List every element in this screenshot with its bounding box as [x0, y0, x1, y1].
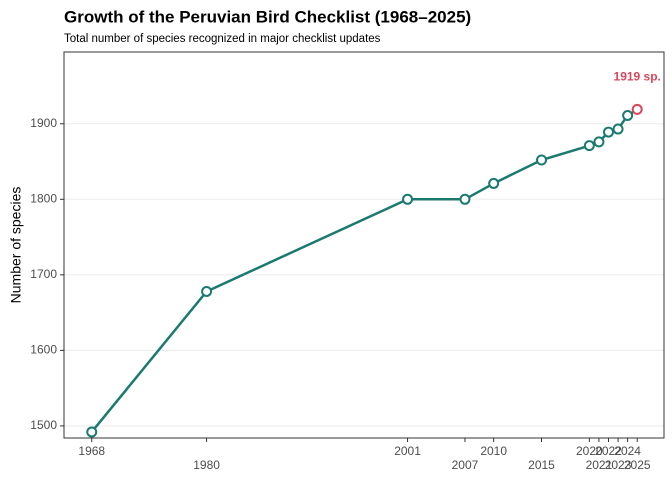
x-tick-label: 2022: [595, 444, 622, 458]
point: [593, 136, 605, 148]
y-tick-label: 1500: [30, 418, 57, 432]
x-tick-label: 2015: [528, 458, 555, 472]
point: [602, 126, 614, 138]
x-tick-label: 2025: [624, 458, 651, 472]
x-tick-label: 2024: [614, 444, 641, 458]
y-axis-title: Number of species: [8, 187, 24, 304]
y-tick-label: 1700: [30, 267, 57, 281]
point: [86, 426, 98, 438]
x-tick-label: 2007: [452, 458, 479, 472]
value-label: 1919 sp.: [614, 70, 661, 84]
x-tick-label: 2020: [576, 444, 603, 458]
point: [402, 193, 414, 205]
x-tick-label: 1968: [78, 444, 105, 458]
x-tick-label: 2021: [586, 458, 613, 472]
y-tick-label: 1900: [30, 116, 57, 130]
plot-frame: [63, 51, 665, 439]
x-tick-label: 2023: [605, 458, 632, 472]
x-tick-label: 2010: [480, 444, 507, 458]
point: [631, 103, 643, 115]
y-tick-label: 1600: [30, 343, 57, 357]
point: [536, 154, 548, 166]
x-tick-label: 1980: [193, 458, 220, 472]
chart-title: Growth of the Peruvian Bird Checklist (1…: [64, 7, 471, 26]
point: [201, 285, 213, 297]
point: [622, 109, 634, 121]
chart-subtitle: Total number of species recognized in ma…: [64, 33, 381, 45]
point: [488, 177, 500, 189]
point: [583, 140, 595, 152]
y-tick-label: 1800: [30, 191, 57, 205]
point: [612, 123, 624, 135]
x-tick-label: 2001: [394, 444, 421, 458]
point: [459, 193, 471, 205]
